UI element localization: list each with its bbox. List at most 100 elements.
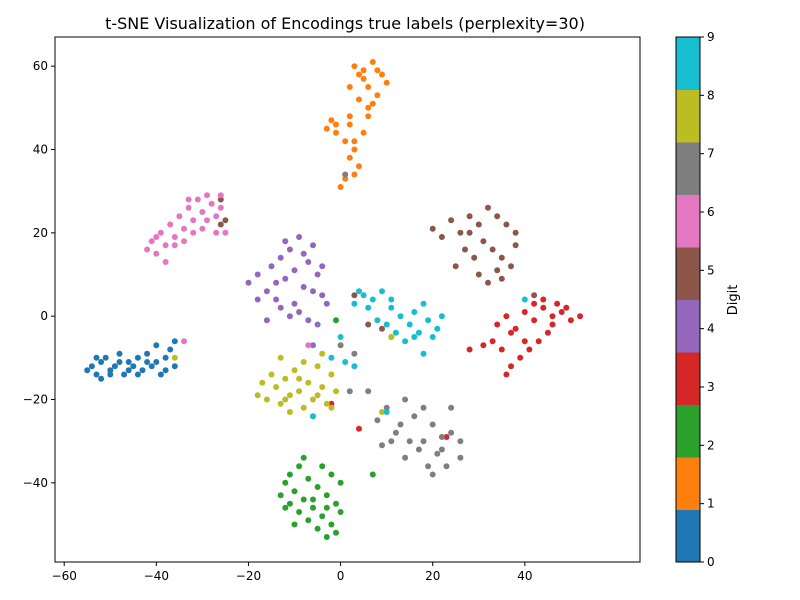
data-point-digit-3 <box>494 321 501 328</box>
data-point-digit-6 <box>199 209 206 215</box>
data-point-digit-2 <box>314 484 321 490</box>
data-point-digit-2 <box>286 471 293 478</box>
data-point-digit-3 <box>526 346 533 353</box>
data-point-digit-1 <box>374 92 381 99</box>
data-point-digit-0 <box>153 342 160 349</box>
data-point-digit-3 <box>503 371 510 378</box>
data-point-digit-2 <box>328 471 335 478</box>
data-point-digit-8 <box>319 384 326 390</box>
data-point-digit-9 <box>425 317 432 324</box>
data-point-digit-5 <box>365 321 372 328</box>
data-point-digit-1 <box>351 63 358 70</box>
data-point-digit-9 <box>434 325 441 332</box>
data-point-digit-6 <box>204 192 210 199</box>
colorbar-tick-label: 3 <box>707 380 715 394</box>
data-point-digit-4 <box>300 284 307 290</box>
data-point-digit-6 <box>153 250 160 257</box>
data-point-digit-6 <box>190 217 197 224</box>
colorbar-segment-6 <box>676 194 700 248</box>
data-point-digit-8 <box>305 379 312 386</box>
data-point-digit-0 <box>162 367 169 374</box>
data-point-digit-0 <box>171 363 178 370</box>
data-point-digit-8 <box>296 375 303 382</box>
data-point-digit-1 <box>365 113 372 120</box>
data-point-digit-7 <box>374 417 381 424</box>
data-point-digit-2 <box>305 475 312 482</box>
data-point-digit-6 <box>176 213 183 220</box>
data-point-digit-2 <box>277 492 284 499</box>
data-point-digit-5 <box>475 221 482 228</box>
data-point-digit-4 <box>263 317 270 324</box>
data-point-digit-3 <box>503 313 510 320</box>
data-point-digit-9 <box>521 296 528 303</box>
data-point-digit-0 <box>130 363 137 370</box>
data-point-digit-0 <box>139 367 146 374</box>
colorbar-tick-label: 8 <box>707 88 715 102</box>
data-point-digit-5 <box>452 263 459 270</box>
data-point-digit-6 <box>204 217 210 224</box>
data-point-digit-7 <box>420 404 427 411</box>
data-point-digit-9 <box>337 334 344 340</box>
data-point-digit-1 <box>351 138 358 145</box>
data-point-digit-6 <box>153 234 160 240</box>
colorbar-frame <box>675 36 701 563</box>
data-point-digit-8 <box>277 400 284 407</box>
data-point-digit-3 <box>521 309 528 315</box>
data-point-digit-9 <box>411 334 418 340</box>
data-point-digit-0 <box>125 367 132 374</box>
data-point-digit-4 <box>277 304 284 311</box>
data-point-digit-0 <box>171 338 178 345</box>
data-point-digit-2 <box>296 463 303 470</box>
data-point-digit-6 <box>162 242 169 249</box>
data-point-digit-4 <box>286 246 293 253</box>
colorbar-segment-1 <box>676 457 700 510</box>
data-point-digit-9 <box>351 363 358 370</box>
data-point-digit-3 <box>356 425 362 432</box>
data-point-digit-3 <box>480 342 487 349</box>
data-point-digit-2 <box>282 479 289 486</box>
x-tick-label: 40 <box>517 569 532 583</box>
data-point-digit-0 <box>134 371 141 378</box>
data-point-digit-5 <box>489 246 496 253</box>
colorbar-tick-label: 5 <box>707 263 715 277</box>
data-point-digit-7 <box>429 421 436 428</box>
data-point-digit-5 <box>508 263 514 270</box>
data-point-digit-8 <box>286 409 293 415</box>
data-point-digit-4 <box>282 238 289 245</box>
data-point-digit-0 <box>144 350 151 357</box>
data-point-digit-0 <box>93 371 100 378</box>
data-point-digit-4 <box>273 296 280 303</box>
data-point-digit-4 <box>273 279 280 286</box>
chart-title: t-SNE Visualization of Encodings true la… <box>105 14 585 33</box>
data-point-digit-6 <box>190 229 197 236</box>
data-point-digit-7 <box>448 404 455 411</box>
data-point-digit-2 <box>337 509 344 515</box>
data-point-digit-3 <box>521 338 528 345</box>
x-tick-label: 0 <box>337 569 345 583</box>
data-point-digit-4 <box>314 321 321 328</box>
data-point-digit-6 <box>171 234 178 240</box>
data-point-digit-6 <box>144 246 151 253</box>
data-point-digit-7 <box>342 171 349 178</box>
data-point-digit-9 <box>351 300 358 307</box>
data-point-digit-3 <box>558 309 565 315</box>
data-point-digit-6 <box>199 225 206 232</box>
data-point-digit-8 <box>319 350 326 357</box>
data-point-digit-0 <box>148 363 155 370</box>
data-point-digit-5 <box>480 238 487 245</box>
data-point-digit-8 <box>328 404 335 411</box>
data-point-digit-2 <box>291 488 298 495</box>
y-tick-label: 20 <box>33 226 48 240</box>
x-tick-label: −60 <box>52 569 77 583</box>
data-point-digit-1 <box>374 67 381 74</box>
data-point-digit-0 <box>121 371 128 378</box>
data-point-digit-3 <box>554 300 561 307</box>
colorbar-tick-label: 0 <box>707 555 715 569</box>
data-point-digit-6 <box>185 204 192 211</box>
data-point-digit-1 <box>379 71 385 78</box>
data-point-digit-6 <box>185 196 192 203</box>
data-point-digit-8 <box>314 363 321 370</box>
data-point-digit-9 <box>415 329 422 336</box>
data-point-digit-2 <box>310 504 316 511</box>
data-point-digit-0 <box>88 363 95 370</box>
